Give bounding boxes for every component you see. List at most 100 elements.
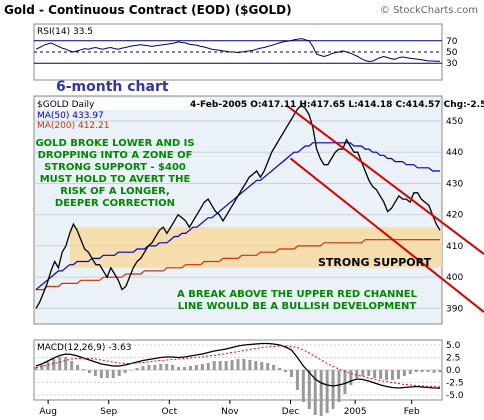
macd-histogram-bar (147, 365, 151, 370)
rsi-line (35, 38, 440, 63)
macd-histogram-bar (426, 370, 430, 372)
macd-y-ticks: 5.0 2.5 0.0 -2.5 -5.0 (446, 341, 464, 401)
macd-line (35, 342, 441, 389)
annotation-line: STRONG SUPPORT - $400 (44, 162, 186, 173)
macd-histogram (34, 357, 442, 416)
x-axis-tick-label: Feb (404, 407, 420, 417)
support-label: STRONG SUPPORT (318, 256, 432, 269)
macd-histogram-bar (367, 370, 371, 376)
x-axis-tick-label: Dec (282, 407, 299, 417)
macd-histogram-bar (153, 365, 157, 370)
macd-y-tick-label: 2.5 (446, 354, 460, 364)
macd-histogram-bar (289, 370, 293, 377)
macd-histogram-bar (224, 361, 228, 370)
price-panel-frame (33, 95, 443, 325)
channel-lower-line (289, 157, 484, 313)
macd-histogram-bar (313, 370, 317, 415)
macd-histogram-bar (171, 365, 175, 370)
macd-histogram-bar (76, 365, 80, 370)
macd-histogram-bar (58, 357, 62, 370)
macd-histogram-bar (331, 370, 335, 409)
macd-histogram-bar (87, 370, 91, 373)
price-y-tick-label: 420 (446, 211, 463, 221)
macd-histogram-bar (390, 370, 394, 380)
rsi-tick-50: 50 (446, 48, 458, 58)
macd-y-tick-label: -2.5 (446, 379, 464, 389)
price-line (35, 104, 441, 309)
x-axis-tick-label: 2005 (344, 407, 367, 417)
macd-histogram-bar (183, 367, 187, 370)
macd-histogram-bar (301, 370, 305, 402)
macd-histogram-bar (385, 370, 389, 380)
macd-histogram-bar (111, 370, 115, 378)
macd-histogram-bar (64, 357, 68, 370)
macd-histogram-bar (242, 359, 246, 370)
symbol-label-bg (36, 98, 204, 110)
macd-histogram-bar (93, 370, 97, 376)
annotation-line: MUST HOLD TO AVERT THE (40, 174, 191, 185)
annotation-line: DROPPING INTO A ZONE OF (38, 150, 193, 161)
rsi-tick-30: 30 (446, 59, 458, 69)
ma200-line (36, 239, 440, 291)
x-axis-tick-label: Nov (221, 407, 239, 417)
ohlc-line: 4-Feb-2005 O:417.11 H:417.65 L:414.18 C:… (190, 100, 484, 110)
annotation-line: DEEPER CORRECTION (55, 198, 175, 209)
macd-histogram-bar (99, 370, 103, 378)
macd-histogram-bar (188, 366, 192, 370)
macd-histogram-bar (432, 370, 436, 373)
macd-histogram-bar (272, 365, 276, 370)
macd-histogram-bar (46, 362, 50, 370)
rsi-label: RSI(14) 33.5 (37, 27, 93, 37)
price-y-tick-label: 400 (446, 273, 463, 283)
macd-histogram-bar (200, 364, 204, 370)
macd-histogram-bar (438, 370, 442, 373)
copyright: © StockCharts.com (380, 5, 478, 16)
macd-histogram-bar (236, 359, 240, 370)
macd-histogram-bar (254, 361, 258, 370)
price-y-tick-label: 450 (446, 117, 463, 127)
macd-histogram-bar (325, 370, 329, 413)
macd-y-tick-label: 5.0 (446, 341, 461, 351)
macd-histogram-bar (40, 365, 44, 370)
macd-histogram-bar (349, 370, 353, 385)
macd-histogram-bar (177, 367, 181, 370)
macd-histogram-bar (123, 370, 127, 373)
macd-histogram-bar (266, 363, 270, 370)
macd-histogram-bar (135, 368, 139, 370)
macd-histogram-bar (34, 367, 38, 370)
price-y-tick-label: 440 (446, 148, 463, 158)
price-y-tick-label: 410 (446, 242, 463, 252)
macd-histogram-bar (129, 370, 133, 371)
macd-histogram-bar (212, 361, 216, 370)
x-axis-tick-label: Sep (100, 407, 117, 417)
macd-histogram-bar (408, 370, 412, 374)
macd-histogram-bar (105, 370, 109, 378)
macd-histogram-bar (70, 361, 74, 370)
x-axis-ticks: Aug Sep Oct Nov Dec 2005 Feb (39, 400, 420, 417)
ma200-label: MA(200) 412.21 (37, 121, 109, 131)
channel-note-line: A BREAK ABOVE THE UPPER RED CHANNEL (177, 289, 418, 300)
macd-histogram-bar (52, 359, 56, 370)
macd-histogram-bar (373, 370, 377, 378)
channel-upper-line (285, 104, 484, 255)
x-axis-tick-label: Oct (162, 407, 178, 417)
channel-note-line: LINE WOULD BE A BULLISH DEVELOPMENT (178, 301, 417, 312)
macd-histogram-bar (402, 370, 406, 376)
chart-title: Gold - Continuous Contract (EOD) ($GOLD) (4, 3, 292, 17)
annotation-block: GOLD BROKE LOWER AND IS DROPPING INTO A … (35, 138, 194, 209)
macd-y-tick-label: 0.0 (446, 366, 461, 376)
macd-histogram-bar (319, 370, 323, 416)
rsi-tick-70: 70 (446, 37, 458, 47)
macd-histogram-bar (165, 364, 169, 370)
macd-histogram-bar (117, 370, 121, 376)
macd-label: MACD(12,26,9) -3.63 (37, 343, 132, 353)
macd-histogram-bar (343, 370, 347, 394)
macd-histogram-bar (206, 363, 210, 370)
macd-histogram-bar (396, 370, 400, 379)
macd-histogram-bar (278, 368, 282, 370)
macd-histogram-bar (260, 362, 264, 370)
macd-histogram-bar (159, 364, 163, 370)
macd-signal-line (35, 345, 441, 388)
macd-histogram-bar (194, 365, 198, 370)
